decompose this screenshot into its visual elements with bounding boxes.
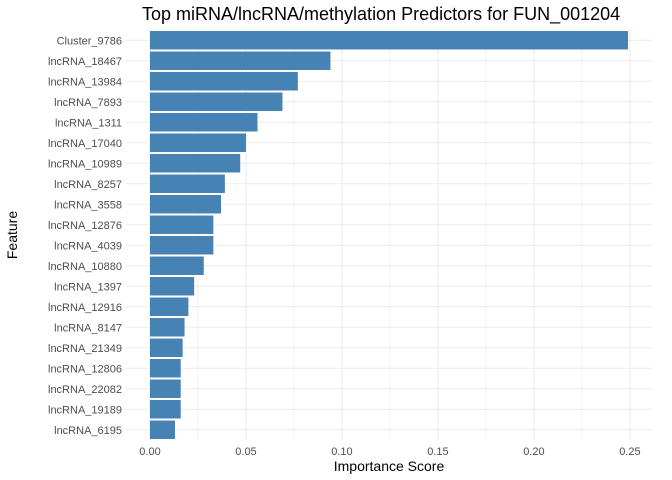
y-tick-label: lncRNA_17040 bbox=[48, 138, 122, 150]
x-tick-labels: 0.00 0.05 0.10 0.15 0.20 0.25 bbox=[139, 446, 640, 458]
x-tick-label: 0.05 bbox=[235, 446, 256, 458]
bar bbox=[149, 400, 181, 419]
y-tick-label: lncRNA_6195 bbox=[54, 425, 122, 437]
y-tick-label: lncRNA_1397 bbox=[54, 281, 122, 293]
bar bbox=[149, 72, 298, 91]
bar bbox=[149, 215, 214, 234]
bar bbox=[149, 154, 241, 173]
bar bbox=[149, 359, 181, 378]
x-tick-label: 0.20 bbox=[523, 446, 544, 458]
bar bbox=[149, 31, 629, 50]
bar bbox=[149, 174, 225, 193]
y-tick-label: lncRNA_12876 bbox=[48, 220, 122, 232]
y-tick-label: lncRNA_8147 bbox=[54, 322, 122, 334]
x-tick-label: 0.25 bbox=[619, 446, 640, 458]
bar bbox=[149, 133, 246, 152]
y-tick-label: lncRNA_22082 bbox=[48, 384, 122, 396]
y-tick-label: lncRNA_12916 bbox=[48, 302, 122, 314]
y-tick-label: lncRNA_19189 bbox=[48, 404, 122, 416]
bar bbox=[149, 236, 214, 255]
x-tick-label: 0.15 bbox=[427, 446, 448, 458]
y-tick-label: lncRNA_21349 bbox=[48, 343, 122, 355]
y-tick-label: Cluster_9786 bbox=[57, 35, 122, 47]
y-tick-label: lncRNA_4039 bbox=[54, 240, 122, 252]
bar bbox=[149, 195, 222, 214]
bar bbox=[149, 277, 195, 296]
bar bbox=[149, 297, 189, 316]
x-tick-label: 0.00 bbox=[139, 446, 160, 458]
bar bbox=[149, 92, 283, 111]
bars bbox=[149, 31, 629, 439]
y-tick-label: lncRNA_10880 bbox=[48, 261, 122, 273]
grid-lines bbox=[126, 30, 652, 440]
y-tick-label: lncRNA_13984 bbox=[48, 76, 122, 88]
x-axis-title: Importance Score bbox=[334, 458, 445, 474]
y-tick-label: lncRNA_8257 bbox=[54, 179, 122, 191]
bar bbox=[149, 379, 181, 398]
y-tick-label: lncRNA_1311 bbox=[55, 117, 122, 129]
y-tick-label: lncRNA_18467 bbox=[48, 56, 122, 68]
bar bbox=[149, 338, 183, 357]
y-tick-labels: Cluster_9786 lncRNA_18467 lncRNA_13984 lncR… bbox=[48, 35, 122, 437]
bar bbox=[149, 113, 258, 132]
x-tick-label: 0.10 bbox=[331, 446, 352, 458]
y-tick-label: lncRNA_7893 bbox=[54, 97, 122, 109]
bar bbox=[149, 420, 175, 439]
y-tick-label: lncRNA_12806 bbox=[48, 363, 122, 375]
y-tick-label: lncRNA_10989 bbox=[48, 158, 122, 170]
chart-title: Top miRNA/lncRNA/methylation Predictors … bbox=[142, 4, 620, 25]
y-tick-label: lncRNA_3558 bbox=[54, 199, 122, 211]
bar bbox=[149, 318, 185, 337]
bar bbox=[149, 256, 204, 275]
bar bbox=[149, 51, 331, 70]
y-axis-title: Feature bbox=[4, 211, 20, 259]
